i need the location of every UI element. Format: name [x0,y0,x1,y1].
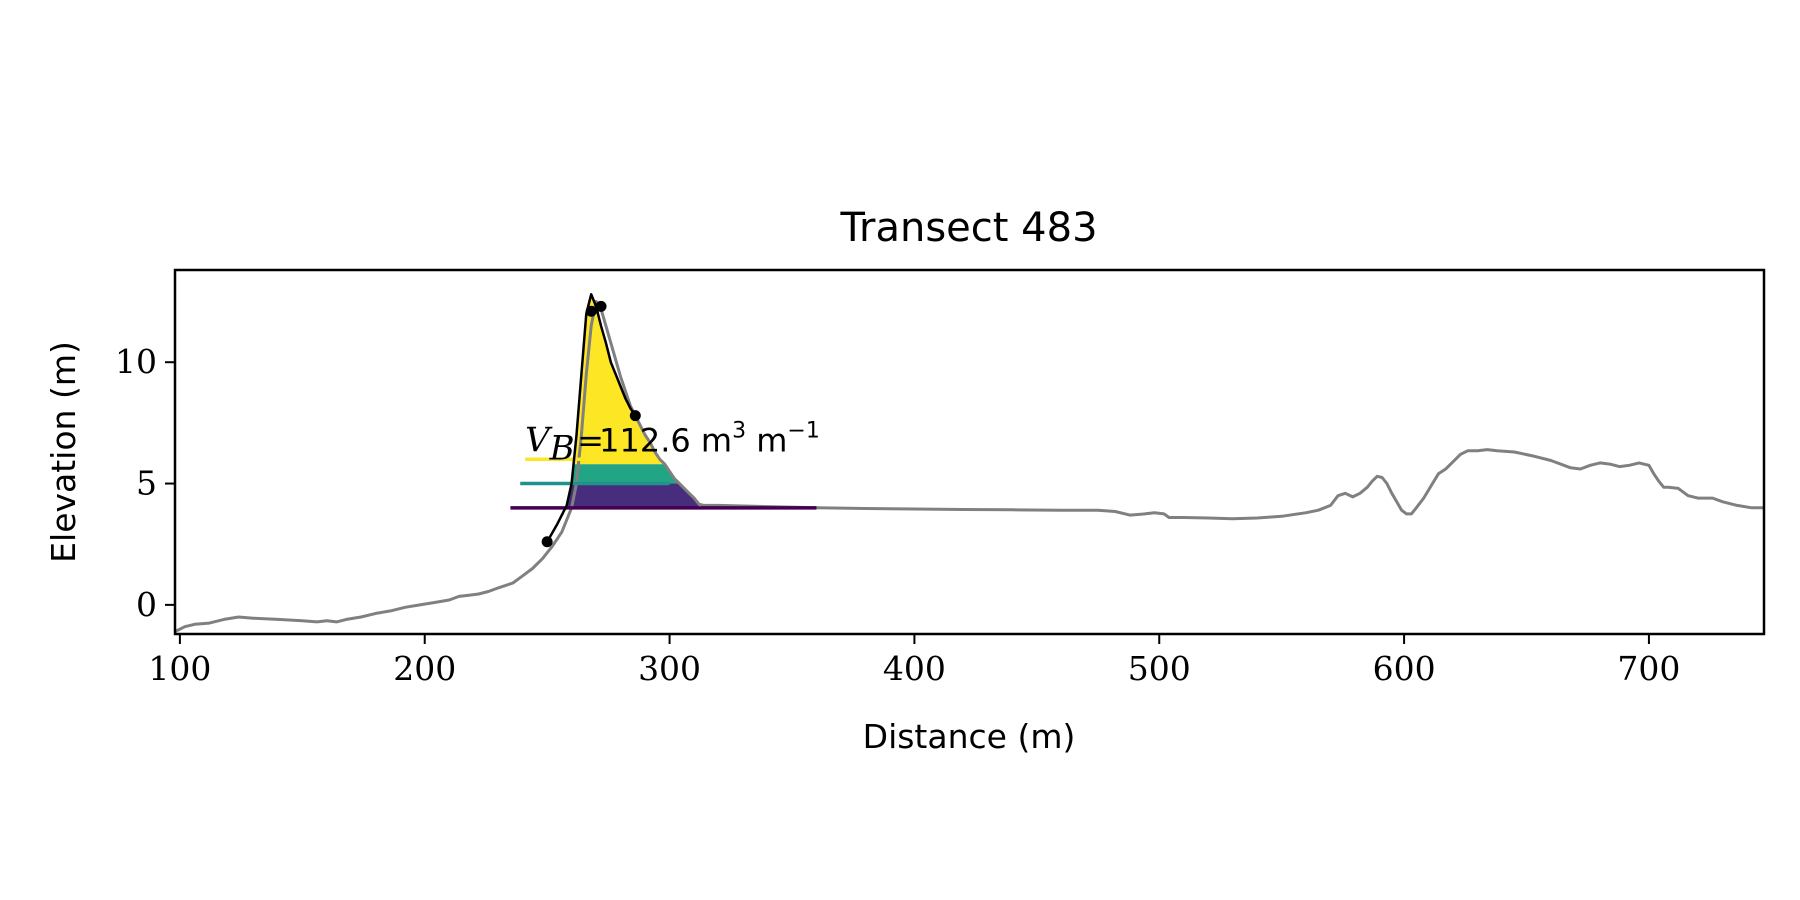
x-tick-label: 500 [1128,649,1191,688]
x-tick-label: 400 [883,649,946,688]
x-tick-label: 200 [393,649,456,688]
dune-layer [541,293,641,548]
x-tick-label: 300 [638,649,701,688]
volume-equals: = [577,421,604,459]
fill-band-mid [547,464,699,484]
y-axis-label: Elevation (m) [44,341,83,563]
x-tick-label: 600 [1373,649,1436,688]
volume-value: 112.6 m3 m−1 [599,418,820,459]
profile-layer [175,300,1764,633]
y-tick-label: 5 [136,464,157,503]
y-tick-label: 10 [115,342,157,381]
chart-title: Transect 483 [839,205,1097,251]
dune-fill-bands [547,294,699,508]
level-lines [510,457,817,510]
x-axis-label: Distance (m) [863,717,1076,756]
x-axis: 100 200 300 400 500 600 700 [148,634,1680,688]
plot-frame [173,268,1766,636]
volume-symbol: VB [525,420,575,468]
profile-line [175,300,1764,633]
x-tick-label: 700 [1617,649,1680,688]
x-tick-label: 100 [148,649,211,688]
dune-point-3 [595,300,607,312]
y-axis: 0 5 10 [115,342,175,624]
dune-point-4 [629,410,641,422]
y-tick-label: 0 [136,585,157,624]
dune-point-2 [585,305,597,317]
volume-annotation: VB = 112.6 m3 m−1 [525,418,820,468]
dune-point-1 [541,536,553,548]
